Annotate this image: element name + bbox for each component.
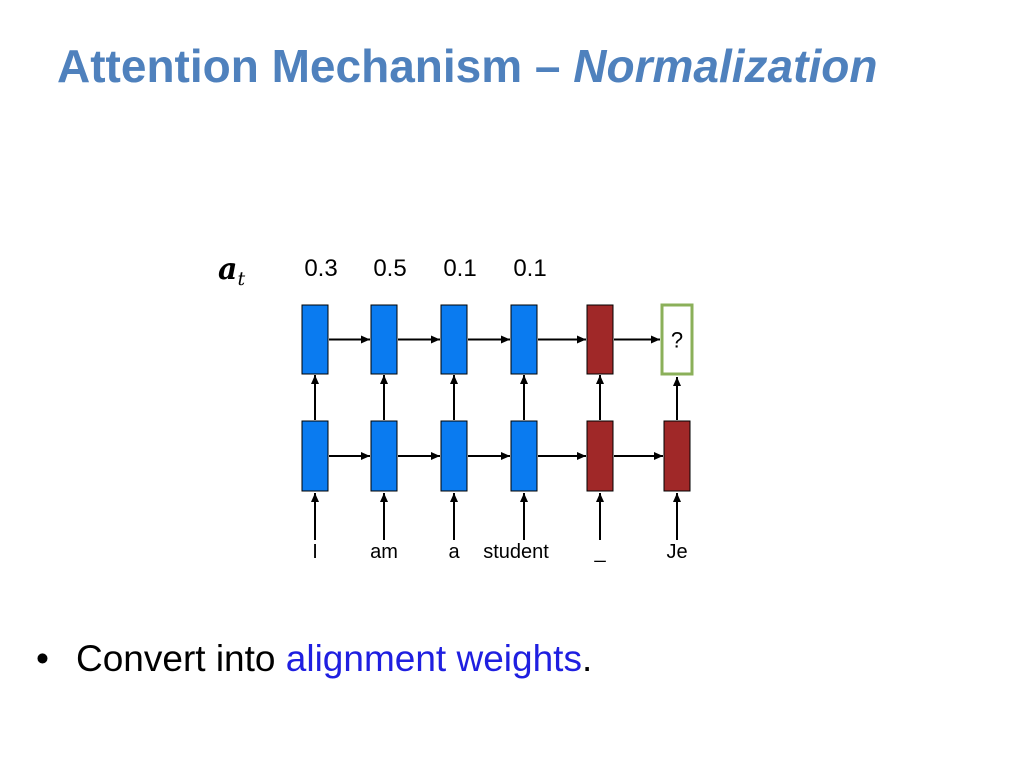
bullet-text-end: . <box>581 638 593 679</box>
connection-arrows <box>311 335 681 540</box>
upper-encoder-state-1 <box>301 304 329 375</box>
weights-symbol-main: a <box>218 252 237 287</box>
upper-prediction-box <box>660 303 694 376</box>
input-word-4: student <box>483 541 549 563</box>
weight-label-2: 0.5 <box>373 255 406 282</box>
upper-encoder-state-3 <box>440 304 468 375</box>
slide-title: Attention Mechanism – Normalization <box>57 36 877 96</box>
weights-symbol: at <box>218 252 245 290</box>
lower-encoder-state-3 <box>440 420 468 492</box>
lower-encoder-state-1 <box>301 420 329 492</box>
slide-title-main: Attention Mechanism – <box>57 40 574 92</box>
prediction-question-mark: ? <box>671 328 683 353</box>
upper-encoder-state-2 <box>370 304 398 375</box>
weight-labels: 0.3 0.5 0.1 0.1 <box>304 255 546 282</box>
lower-decoder-state-6 <box>663 420 691 492</box>
upper-decoder-state-5 <box>586 304 614 375</box>
lower-row <box>301 420 691 492</box>
weight-label-4: 0.1 <box>513 255 546 282</box>
lower-encoder-state-4 <box>510 420 538 492</box>
weight-label-1: 0.3 <box>304 255 337 282</box>
input-word-5: _ <box>593 541 606 563</box>
weights-symbol-subscript: t <box>237 268 245 290</box>
upper-row: ? <box>301 303 694 376</box>
bullet-text: Convert into <box>76 638 286 679</box>
lower-encoder-state-2 <box>370 420 398 492</box>
bullet-highlight: alignment weights <box>285 638 582 679</box>
bullet-item: • Convert into alignment weights. <box>36 636 592 682</box>
bullet-dot: • <box>36 638 49 679</box>
slide-title-emphasis: Normalization <box>573 40 878 92</box>
upper-encoder-state-4 <box>510 304 538 375</box>
input-word-1: I <box>312 541 318 563</box>
weight-label-3: 0.1 <box>443 255 476 282</box>
input-word-2: am <box>370 541 398 563</box>
lower-decoder-state-5 <box>586 420 614 492</box>
input-word-6: Je <box>666 541 687 563</box>
input-word-3: a <box>448 541 460 563</box>
